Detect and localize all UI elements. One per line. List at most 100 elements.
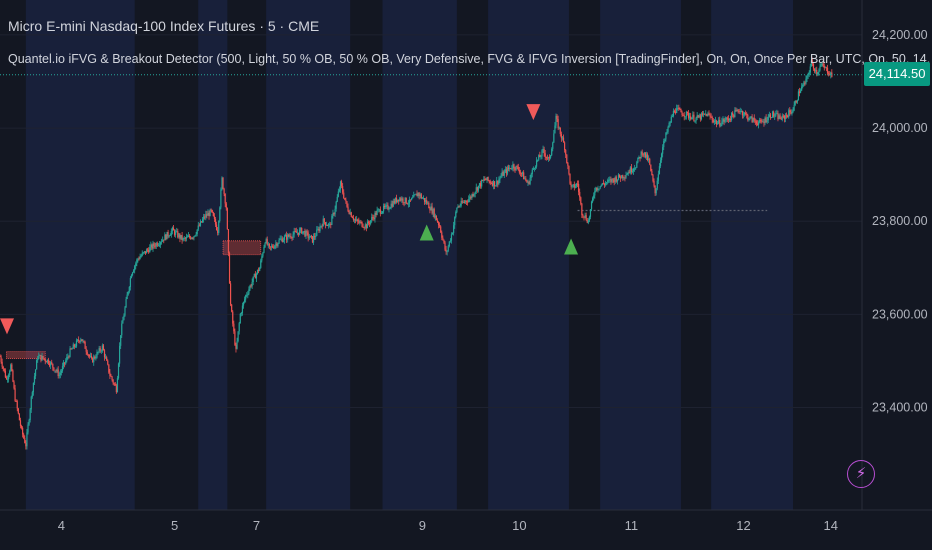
candle-body — [360, 221, 362, 223]
candle-body — [817, 72, 819, 75]
candle-body — [557, 119, 559, 129]
candle-body — [457, 206, 459, 208]
candle-body — [477, 185, 480, 191]
candle-body — [773, 111, 775, 117]
candle-body — [714, 120, 717, 122]
candle-body — [429, 208, 431, 211]
candle-body — [467, 201, 469, 203]
candle-body — [551, 148, 553, 156]
candle-body — [119, 345, 121, 364]
candle-body — [290, 236, 292, 238]
candle-body — [712, 119, 714, 123]
candle-body — [807, 74, 809, 76]
candle-body — [733, 114, 735, 118]
candle-body — [379, 209, 381, 214]
candle-body — [827, 73, 830, 75]
candle-body — [366, 221, 369, 229]
candle-body — [172, 227, 175, 231]
candle-body — [242, 301, 245, 306]
candle-body — [336, 196, 338, 202]
candle-body — [272, 246, 274, 248]
candle-body — [527, 181, 529, 183]
candle-body — [357, 219, 359, 222]
candle-body — [306, 231, 308, 233]
candle-body — [295, 231, 297, 233]
candle-body — [420, 194, 422, 199]
candle-body — [803, 82, 805, 85]
candle-body — [76, 339, 79, 341]
session-band — [25, 0, 135, 510]
candle-body — [415, 193, 417, 195]
candle-body — [127, 291, 129, 295]
time-axis[interactable]: 4 5 7 9 10 11 12 14 — [58, 518, 838, 533]
time-tick-label: 12 — [736, 518, 750, 533]
candle-body — [292, 234, 294, 238]
symbol-title[interactable]: Micro E-mini Nasdaq-100 Index Futures · … — [8, 18, 320, 34]
candle-body — [745, 112, 747, 114]
candle-body — [221, 177, 223, 190]
candle-body — [1, 361, 3, 367]
candle-body — [752, 117, 754, 123]
candle-body — [44, 359, 46, 362]
candle-body — [601, 183, 603, 186]
candle-body — [519, 172, 522, 174]
candle-body — [138, 258, 140, 260]
candle-body — [187, 235, 190, 237]
candle-body — [743, 112, 746, 115]
price-axis[interactable]: 24,200.00 24,000.00 23,800.00 23,600.00 23,4… — [872, 28, 928, 415]
candle-body — [762, 121, 764, 123]
candle-body — [37, 358, 39, 361]
candle-body — [435, 215, 437, 221]
candle-body — [427, 202, 429, 204]
candle-body — [337, 191, 339, 197]
candle-body — [736, 109, 738, 111]
candle-body — [80, 339, 82, 342]
candle-body — [738, 111, 740, 112]
candle-body — [785, 115, 788, 117]
candle-body — [750, 116, 752, 118]
candle-body — [390, 203, 392, 208]
candle-body — [538, 155, 540, 160]
session-band — [266, 0, 351, 510]
candle-body — [422, 198, 425, 199]
candle-body — [788, 110, 790, 118]
lightning-icon[interactable]: ⚡ — [847, 460, 875, 488]
indicator-legend[interactable]: Quantel.io iFVG & Breakout Detector (500… — [8, 52, 932, 66]
candle-body — [86, 351, 88, 355]
candle-body — [721, 121, 723, 125]
candle-body — [405, 197, 407, 204]
candle-body — [124, 307, 126, 316]
candle-body — [602, 183, 604, 184]
candle-body — [547, 157, 550, 159]
candle-body — [9, 371, 11, 376]
candle-body — [819, 66, 821, 71]
candle-body — [470, 196, 472, 198]
candle-body — [111, 376, 113, 380]
candle-body — [544, 153, 546, 157]
candle-body — [478, 183, 481, 186]
candle-body — [83, 340, 85, 343]
candle-body — [795, 100, 797, 103]
candle-body — [450, 234, 453, 241]
candle-body — [771, 111, 774, 118]
time-tick-label: 9 — [419, 518, 426, 533]
candle-body — [338, 189, 341, 192]
candle-body — [573, 184, 575, 188]
candle-body — [540, 156, 542, 158]
candle-body — [128, 286, 130, 292]
candle-body — [361, 221, 363, 227]
candle-body — [503, 171, 505, 176]
candle-body — [89, 356, 92, 357]
candle-body — [787, 115, 789, 118]
candle-body — [473, 193, 475, 196]
candle-body — [401, 198, 403, 201]
candle-body — [197, 225, 199, 230]
candle-body — [204, 216, 206, 218]
candle-body — [610, 179, 612, 182]
candle-body — [192, 237, 194, 239]
candle-body — [566, 154, 568, 163]
candle-body — [374, 212, 376, 220]
candle-body — [20, 425, 23, 428]
candle-body — [495, 185, 497, 187]
